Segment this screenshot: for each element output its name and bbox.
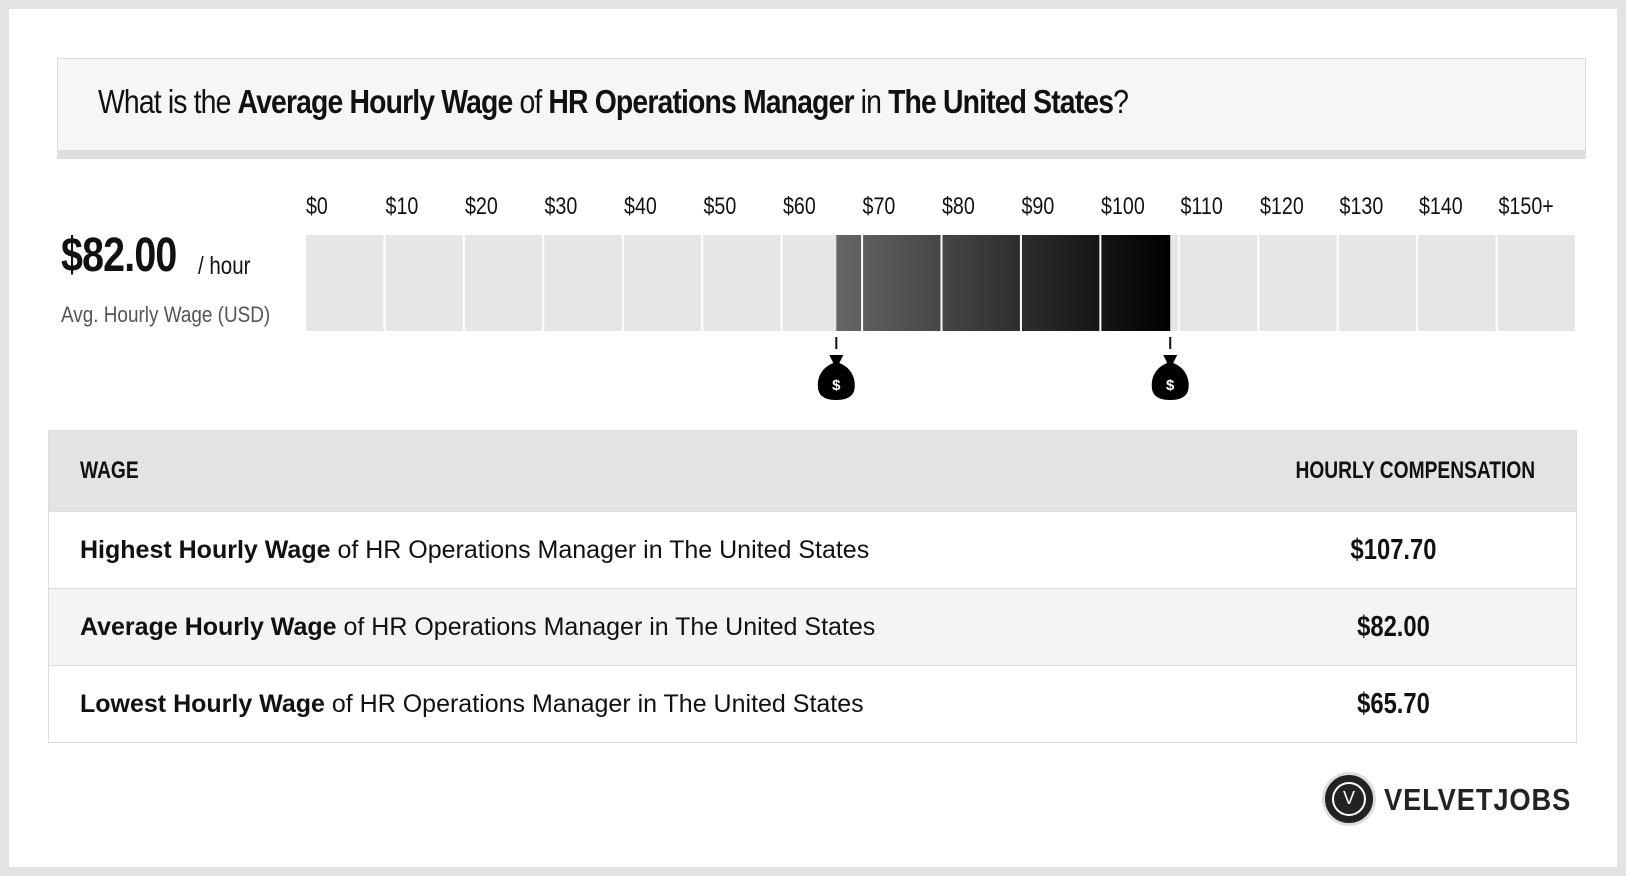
scale-cell [1179,235,1258,331]
average-wage-unit: / hour [198,252,251,280]
row-value: $65.70 [1357,688,1430,720]
tick-label: $60 [783,192,816,219]
range-divider [940,235,943,331]
title-box: What is the Average Hourly Wage of HR Op… [57,58,1586,159]
table-row: Highest Hourly Wage of HR Operations Man… [49,511,1576,588]
table-header: WAGE HOURLY COMPENSATION [49,431,1576,511]
wage-table: WAGE HOURLY COMPENSATION Highest Hourly … [48,430,1577,743]
row-label: Highest Hourly Wage of HR Operations Man… [80,536,870,564]
tick-label: $150+ [1499,192,1554,219]
brand-name: VELVETJOBS [1384,782,1572,817]
tick-label: $100 [1101,192,1145,219]
scale-cell [464,235,543,331]
table-row: Lowest Hourly Wage of HR Operations Mana… [49,665,1576,742]
scale-cell [1418,235,1496,331]
average-wage-label: Avg. Hourly Wage (USD) [61,302,271,327]
tick-label: $110 [1181,192,1223,219]
tick-label: $10 [386,192,419,219]
scale-cell [1259,235,1337,331]
tick-label: $30 [545,192,578,219]
header-hourly-compensation: HOURLY COMPENSATION [1295,457,1536,484]
tick-label: $0 [306,192,328,219]
table-row: Average Hourly Wage of HR Operations Man… [49,588,1576,665]
tick-label: $130 [1340,192,1384,219]
row-value: $82.00 [1357,611,1430,643]
svg-text:$: $ [1166,377,1175,394]
scale-cell [306,235,384,331]
tick-label: $40 [624,192,657,219]
scale-cell [1497,235,1575,331]
scale-cell [623,235,702,331]
scale-cell [385,235,463,331]
average-wage-value: $82.00 [61,229,177,282]
scale-cell [1338,235,1417,331]
tick-label: $80 [942,192,975,219]
tick-label: $140 [1419,192,1463,219]
scale-cell [544,235,622,331]
tick-label: $20 [465,192,498,219]
scale-cell [703,235,781,331]
tick-label: $90 [1022,192,1055,219]
header-wage: WAGE [80,457,139,484]
money-bag-icon: $ [1151,337,1189,400]
wage-range-chart: $0 $10 $20 $30 $40 $50 $60 $70 $80 $90 $100 $110 $12… [306,192,1575,400]
money-bag-icon: $ [817,337,855,400]
velvetjobs-logo-icon: V [1322,772,1376,826]
svg-text:$: $ [832,377,841,394]
range-divider [1099,235,1102,331]
page-title: What is the Average Hourly Wage of HR Op… [98,83,1129,120]
range-divider [861,235,864,331]
row-label: Lowest Hourly Wage of HR Operations Mana… [80,690,864,718]
range-divider [1019,235,1022,331]
tick-label: $70 [863,192,896,219]
row-value: $107.70 [1350,534,1437,566]
tick-label: $120 [1260,192,1304,219]
tick-label: $50 [704,192,737,219]
row-label: Average Hourly Wage of HR Operations Man… [80,613,876,641]
wage-range-bar [836,235,1171,331]
